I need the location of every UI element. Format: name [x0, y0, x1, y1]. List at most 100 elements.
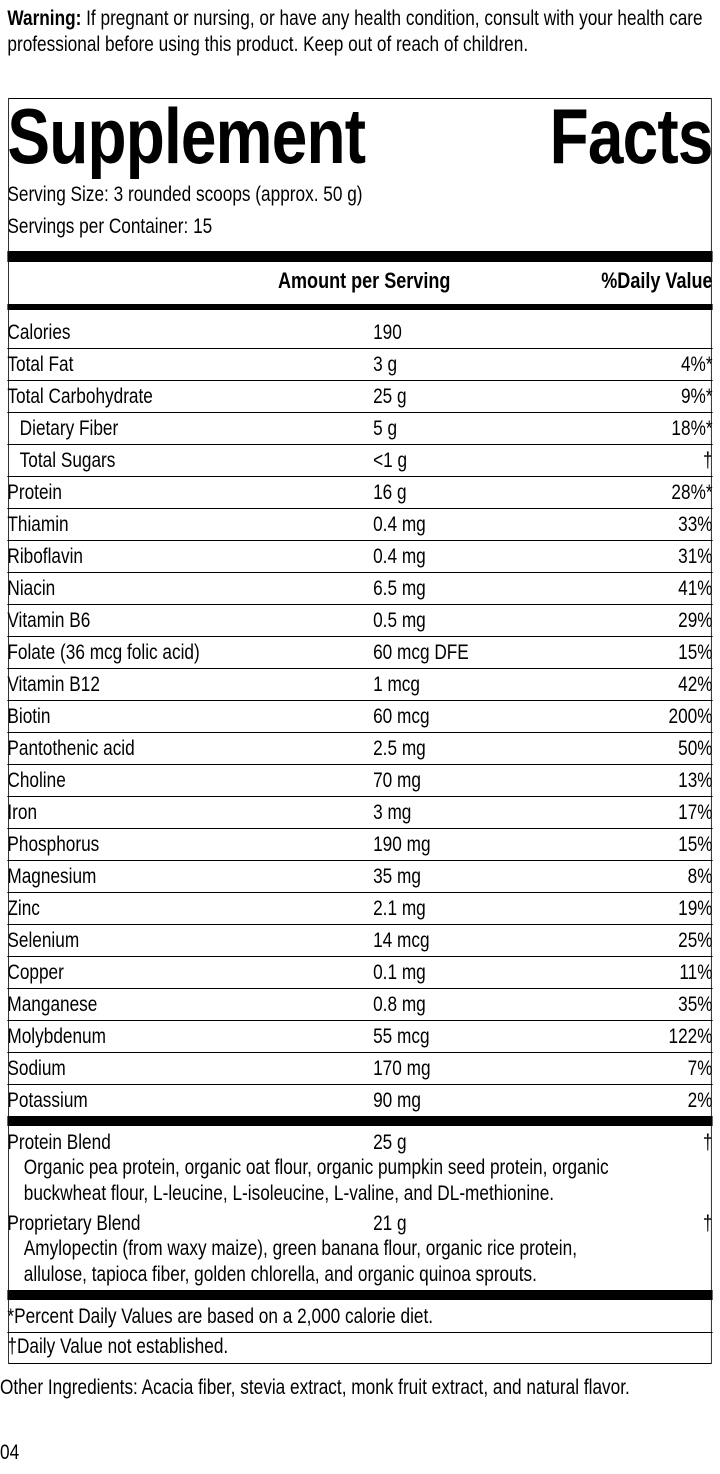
- nutrient-dv: 29%: [678, 609, 713, 632]
- footnote-not-established: †Daily Value not established.: [7, 1335, 229, 1358]
- nutrient-dv: 9%*: [680, 385, 713, 408]
- nutrient-dv: 31%: [678, 545, 713, 568]
- blend-ingredients: Amylopectin (from waxy maize), green ban…: [23, 1237, 577, 1260]
- nutrient-name: Total Carbohydrate: [7, 385, 153, 408]
- nutrient-row: Calories 190: [7, 317, 713, 349]
- nutrient-name: Iron: [7, 801, 38, 824]
- nutrient-dv: 7%: [687, 1057, 713, 1080]
- nutrient-name: Protein: [7, 481, 62, 504]
- nutrient-amount: 0.4 mg: [373, 545, 426, 568]
- nutrient-row: Biotin 60 mcg 200%: [7, 701, 713, 733]
- servings-per-container: Servings per Container: 15: [7, 215, 213, 238]
- blend-ingredients: allulose, tapioca fiber, golden chlorell…: [23, 1263, 537, 1286]
- nutrient-name: Riboflavin: [7, 545, 83, 568]
- blend-amount: 21 g: [373, 1212, 407, 1235]
- serving-size: Serving Size: 3 rounded scoops (approx. …: [7, 183, 363, 206]
- nutrient-amount: 1 mcg: [373, 673, 420, 696]
- nutrient-row: Magnesium 35 mg 8%: [7, 861, 713, 893]
- blend-ingredients: Organic pea protein, organic oat flour, …: [23, 1156, 609, 1179]
- nutrient-name: Total Sugars: [19, 449, 116, 472]
- label-code: 04: [0, 1441, 20, 1464]
- warning-label: Warning:: [7, 7, 82, 30]
- nutrient-row: Dietary Fiber 5 g 18%*: [7, 413, 713, 445]
- nutrient-name: Folate (36 mcg folic acid): [7, 641, 200, 664]
- nutrient-row: Vitamin B12 1 mcg 42%: [7, 669, 713, 701]
- nutrient-row: Manganese 0.8 mg 35%: [7, 989, 713, 1021]
- nutrient-dv: †: [702, 449, 713, 472]
- nutrient-amount: 190: [373, 321, 402, 344]
- nutrient-name: Biotin: [7, 705, 51, 728]
- nutrient-amount: 2.1 mg: [373, 897, 426, 920]
- nutrient-dv: 200%: [668, 705, 713, 728]
- nutrient-amount: 0.8 mg: [373, 993, 426, 1016]
- nutrient-row: Iron 3 mg 17%: [7, 797, 713, 829]
- nutrient-row: Molybdenum 55 mcg 122%: [7, 1021, 713, 1053]
- other-ingredients: Other Ingredients: Acacia fiber, stevia …: [0, 1376, 630, 1399]
- nutrient-name: Selenium: [7, 929, 80, 952]
- nutrient-row: Sodium 170 mg 7%: [7, 1053, 713, 1085]
- nutrient-row: Zinc 2.1 mg 19%: [7, 893, 713, 925]
- nutrient-name: Choline: [7, 769, 66, 792]
- nutrient-dv: 35%: [678, 993, 713, 1016]
- supplement-facts-panel: [8, 98, 712, 1364]
- nutrient-dv: 19%: [678, 897, 713, 920]
- nutrient-name: Vitamin B12: [7, 673, 100, 696]
- panel-title: Supplement Facts: [7, 92, 714, 180]
- nutrient-name: Niacin: [7, 577, 56, 600]
- nutrient-dv: 8%: [687, 865, 713, 888]
- nutrient-row: Vitamin B6 0.5 mg 29%: [7, 605, 713, 637]
- nutrient-row: Protein 16 g 28%*: [7, 477, 713, 509]
- nutrient-dv: 33%: [678, 513, 713, 536]
- nutrient-amount: 55 mcg: [373, 1025, 430, 1048]
- nutrient-dv: 17%: [678, 801, 713, 824]
- nutrient-amount: 0.1 mg: [373, 961, 426, 984]
- nutrient-amount: 6.5 mg: [373, 577, 426, 600]
- nutrient-dv: 122%: [668, 1025, 713, 1048]
- nutrient-amount: 35 mg: [373, 865, 421, 888]
- nutrient-name: Potassium: [7, 1089, 88, 1112]
- dv-column-header: %Daily Value: [601, 268, 713, 293]
- nutrient-name: Pantothenic acid: [7, 737, 135, 760]
- nutrient-amount: 2.5 mg: [373, 737, 426, 760]
- blend-amount: 25 g: [373, 1131, 407, 1154]
- nutrient-amount: 170 mg: [373, 1057, 431, 1080]
- nutrient-dv: 50%: [678, 737, 713, 760]
- nutrient-amount: 14 mcg: [373, 929, 430, 952]
- nutrient-dv: 25%: [678, 929, 713, 952]
- title-word-supplement: Supplement: [7, 92, 366, 180]
- nutrient-dv: 15%: [678, 641, 713, 664]
- nutrient-dv: 15%: [678, 833, 713, 856]
- nutrient-amount: 25 g: [373, 385, 407, 408]
- nutrient-name: Phosphorus: [7, 833, 100, 856]
- nutrient-amount: 190 mg: [373, 833, 431, 856]
- nutrient-amount: <1 g: [373, 449, 408, 472]
- title-word-facts: Facts: [549, 92, 714, 180]
- nutrient-amount: 90 mg: [373, 1089, 421, 1112]
- nutrient-dv: 18%*: [671, 417, 713, 440]
- nutrient-amount: 60 mcg DFE: [373, 641, 469, 664]
- amount-column-header: Amount per Serving: [277, 268, 451, 293]
- nutrient-amount: 16 g: [373, 481, 407, 504]
- nutrient-amount: 60 mcg: [373, 705, 430, 728]
- nutrient-dv: 13%: [678, 769, 713, 792]
- nutrient-name: Magnesium: [7, 865, 97, 888]
- nutrient-name: Thiamin: [7, 513, 69, 536]
- nutrient-name: Dietary Fiber: [19, 417, 119, 440]
- nutrient-name: Vitamin B6: [7, 609, 91, 632]
- nutrient-amount: 0.4 mg: [373, 513, 426, 536]
- blend-dv: †: [702, 1131, 713, 1154]
- nutrient-name: Total Fat: [7, 353, 74, 376]
- nutrient-row: Total Fat 3 g 4%*: [7, 349, 713, 381]
- divider: [7, 1332, 713, 1333]
- nutrient-dv: 4%*: [680, 353, 713, 376]
- nutrient-row: Total Carbohydrate 25 g 9%*: [7, 381, 713, 413]
- nutrient-row: Folate (36 mcg folic acid) 60 mcg DFE 15%: [7, 637, 713, 669]
- nutrient-row: Total Sugars <1 g †: [7, 445, 713, 477]
- header-divider: [7, 304, 713, 310]
- nutrient-name: Manganese: [7, 993, 98, 1016]
- nutrient-name: Sodium: [7, 1057, 66, 1080]
- nutrient-dv: 28%*: [671, 481, 713, 504]
- nutrient-name: Zinc: [7, 897, 40, 920]
- nutrient-row: Copper 0.1 mg 11%: [7, 957, 713, 989]
- nutrient-row: Potassium 90 mg 2%: [7, 1085, 712, 1117]
